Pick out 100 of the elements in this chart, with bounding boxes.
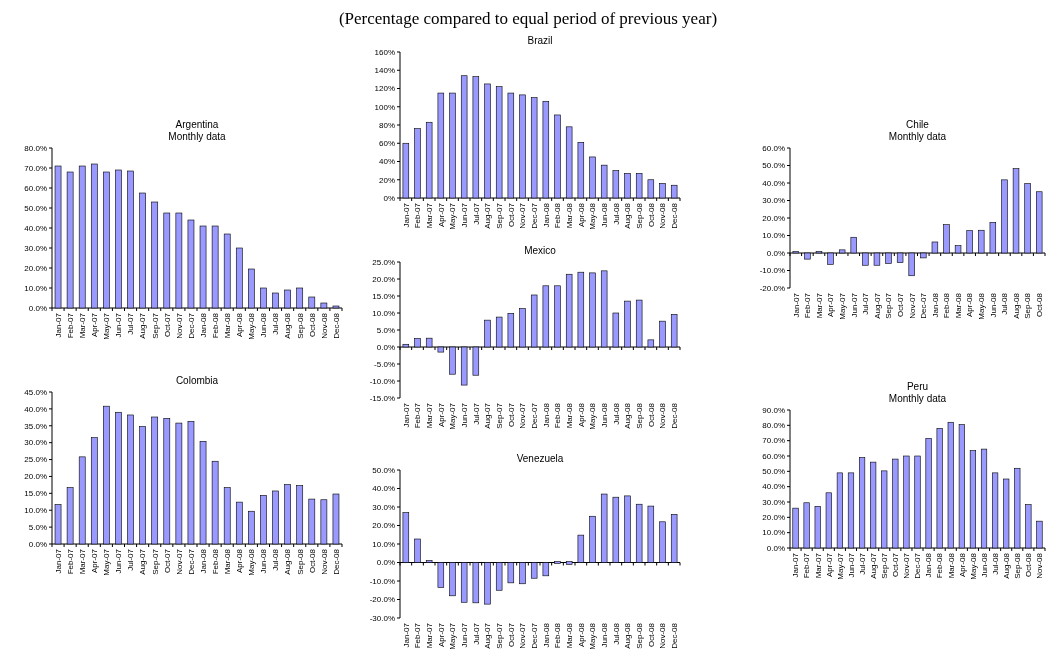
x-tick-label: Jul-08	[271, 312, 281, 335]
x-tick-label: Mar-08	[953, 292, 963, 319]
y-tick-label: 50.0%	[762, 161, 785, 171]
y-tick-label: -5.0%	[374, 359, 395, 369]
x-tick-label: Mar-08	[946, 552, 956, 579]
y-tick-label: 40.0%	[762, 178, 785, 188]
y-tick-label: -20.0%	[759, 283, 785, 293]
y-tick-label: 20.0%	[24, 263, 47, 273]
x-tick-label: Feb-07	[413, 402, 423, 429]
x-tick-label: Jan-08	[198, 312, 208, 338]
y-tick-label: 20.0%	[762, 213, 785, 223]
x-tick-label: May-07	[835, 552, 845, 580]
x-tick-label: Oct-08	[307, 312, 317, 338]
x-tick-label: Nov-07	[518, 622, 528, 649]
x-tick-label: Feb-08	[935, 552, 945, 579]
y-tick-label: 10.0%	[24, 506, 47, 516]
y-tick-label: -10.0%	[369, 376, 395, 386]
x-tick-label: Jun-07	[459, 402, 469, 428]
x-tick-label: Aug-08	[1011, 292, 1021, 319]
y-tick-label: 40.0%	[24, 404, 47, 414]
x-tick-label: Jun-08	[988, 292, 998, 318]
x-tick-label: Apr-08	[576, 202, 586, 228]
x-tick-label: Dec-07	[529, 202, 539, 229]
x-tick-label: Jun-08	[259, 312, 269, 338]
x-tick-label: Apr-08	[965, 292, 975, 318]
x-tick-label: Jan-07	[791, 552, 801, 578]
x-tick-label: Dec-08	[669, 402, 679, 429]
x-tick-label: Aug-07	[138, 548, 148, 575]
x-tick-label: Jun-08	[979, 552, 989, 578]
y-tick-label: 120%	[374, 84, 395, 94]
x-tick-label: Jun-07	[459, 202, 469, 228]
x-tick-label: Dec-07	[186, 548, 196, 575]
y-tick-label: 20.0%	[372, 521, 395, 531]
x-tick-label: Jul-08	[611, 622, 621, 645]
y-tick-label: -10.0%	[759, 266, 785, 276]
x-tick-label: May-08	[588, 402, 598, 430]
y-tick-label: 80.0%	[762, 421, 785, 431]
x-tick-label: Sep-08	[634, 402, 644, 429]
x-tick-label: Aug-07	[483, 402, 493, 429]
y-tick-label: 0.0%	[766, 248, 785, 258]
x-tick-label: Dec-08	[669, 202, 679, 229]
y-tick-label: 80%	[378, 120, 395, 130]
x-tick-label: Feb-08	[210, 548, 220, 575]
y-tick-label: 0.0%	[28, 303, 47, 313]
x-tick-label: May-08	[588, 622, 598, 650]
x-tick-label: Dec-08	[669, 622, 679, 649]
x-tick-label: May-07	[448, 202, 458, 230]
y-tick-label: 45.0%	[24, 387, 47, 397]
x-tick-label: Jun-07	[459, 622, 469, 648]
y-tick-label: 20.0%	[24, 472, 47, 482]
y-tick-label: 30.0%	[24, 438, 47, 448]
chart-title: Peru	[906, 381, 929, 392]
chart-title: Argentina	[175, 119, 219, 130]
chart-title: Chile	[906, 119, 930, 130]
x-tick-label: Jan-07	[401, 402, 411, 428]
y-tick-label: 80.0%	[24, 143, 47, 153]
x-tick-label: Dec-07	[919, 292, 929, 319]
y-tick-label: 10.0%	[372, 308, 395, 318]
x-tick-label: Jun-07	[114, 548, 124, 574]
x-tick-label: Jul-07	[126, 312, 136, 335]
x-tick-label: Oct-08	[307, 548, 317, 574]
x-tick-label: Aug-07	[138, 312, 148, 339]
x-tick-label: Aug-08	[283, 548, 293, 575]
chart-subtitle: Monthly data	[888, 393, 947, 404]
x-tick-label: Nov-07	[174, 548, 184, 575]
x-tick-label: Aug-07	[483, 622, 493, 649]
x-tick-label: Feb-08	[942, 292, 952, 319]
y-tick-label: 30.0%	[24, 243, 47, 253]
x-tick-label: Jul-07	[471, 402, 481, 425]
x-tick-label: Dec-07	[529, 402, 539, 429]
y-tick-label: 60.0%	[762, 143, 785, 153]
x-tick-label: Apr-07	[436, 402, 446, 428]
x-tick-label: Apr-08	[235, 548, 245, 574]
x-tick-label: Jan-08	[930, 292, 940, 318]
y-tick-label: -20.0%	[369, 595, 395, 605]
x-tick-label: Oct-07	[162, 548, 172, 574]
chart-title: Mexico	[524, 245, 557, 256]
x-tick-label: Feb-08	[553, 202, 563, 229]
y-tick-label: 35.0%	[24, 421, 47, 431]
y-tick-label: 70.0%	[762, 436, 785, 446]
x-tick-label: Feb-07	[413, 622, 423, 649]
y-tick-label: 20.0%	[372, 274, 395, 284]
y-tick-label: 5.0%	[28, 522, 47, 532]
y-tick-label: 25.0%	[372, 257, 395, 267]
x-tick-label: Mar-07	[424, 402, 434, 429]
x-tick-label: Sep-07	[494, 622, 504, 649]
x-tick-label: Feb-07	[803, 292, 813, 319]
x-tick-label: Apr-08	[576, 622, 586, 648]
text: (Percentage compared to equal period of previous year)	[338, 9, 718, 28]
x-tick-label: Oct-07	[162, 312, 172, 338]
y-tick-label: 0.0%	[28, 539, 47, 549]
x-tick-label: Feb-07	[413, 202, 423, 229]
x-tick-label: Jan-07	[791, 292, 801, 318]
x-tick-label: Sep-07	[150, 548, 160, 575]
y-tick-label: 30.0%	[762, 196, 785, 206]
x-tick-label: Feb-07	[65, 312, 75, 339]
y-tick-label: 40.0%	[24, 223, 47, 233]
x-tick-label: Sep-08	[1013, 552, 1023, 579]
x-tick-label: Jul-07	[126, 548, 136, 571]
y-tick-label: 70.0%	[24, 163, 47, 173]
